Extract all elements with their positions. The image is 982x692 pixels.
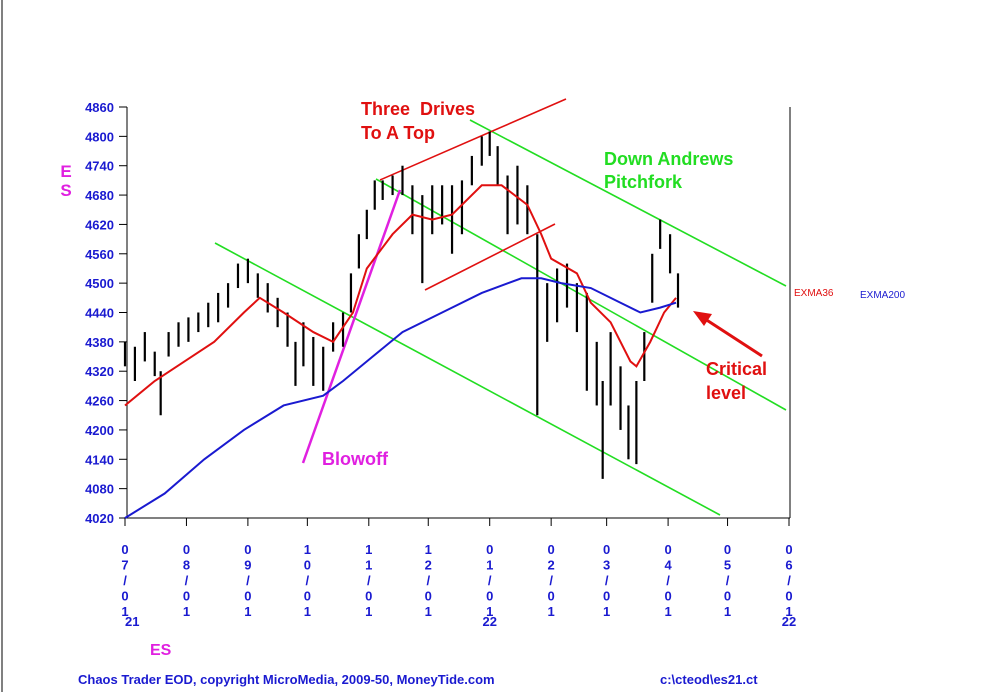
drives-lower [424, 223, 556, 291]
annotation: level [706, 383, 746, 403]
annotation: To A Top [361, 123, 435, 143]
y-tick-label: 4500 [85, 276, 114, 291]
x-tick-label: 11/01 [361, 542, 376, 620]
footer: Chaos Trader EOD, copyright MicroMedia, … [78, 672, 495, 687]
y-tick-label: 4140 [85, 452, 114, 467]
y-tick-label: 4680 [85, 188, 114, 203]
y-tick-label: 4740 [85, 159, 114, 174]
y-tick-label: 4860 [85, 100, 114, 115]
symbol-label: ES [150, 642, 172, 659]
annotation: Pitchfork [604, 172, 683, 192]
x-tick-label: 05/01 [720, 542, 735, 620]
blowoff-line [301, 189, 402, 464]
y-tick-label: 4020 [85, 511, 114, 526]
x-tick-label: 07/01 [118, 542, 133, 620]
legend-label: EXMA200 [860, 290, 905, 301]
x-tick-label: 06/01 [782, 542, 797, 620]
annotation: Three Drives [361, 99, 475, 119]
x-tick-label: 09/01 [240, 542, 255, 620]
arrow-head [693, 311, 712, 326]
file-path: c:\cteod\es21.ct [660, 672, 758, 687]
x-tick-label: 10/01 [300, 542, 315, 620]
x-tick-label: 03/01 [599, 542, 614, 620]
y-tick-label: 4080 [85, 482, 114, 497]
symbol-label: ES [57, 162, 76, 200]
x-tick-label: 02/01 [544, 542, 559, 620]
x-tick-label: 12/01 [421, 542, 436, 620]
y-tick-label: 4380 [85, 335, 114, 350]
year-label: 22 [782, 614, 796, 629]
ma-line [124, 184, 677, 407]
year-label: 22 [482, 614, 496, 629]
legend-label: EXMA36 [794, 288, 834, 299]
y-tick-label: 4800 [85, 129, 114, 144]
year-label: 21 [125, 614, 139, 629]
y-tick-label: 4620 [85, 217, 114, 232]
pitchfork-lower [214, 242, 721, 516]
y-tick-label: 4200 [85, 423, 114, 438]
x-tick-label: 08/01 [179, 542, 194, 620]
annotation: Blowoff [322, 449, 389, 469]
y-tick-label: 4260 [85, 394, 114, 409]
annotation: Critical [706, 359, 767, 379]
x-tick-label: 04/01 [661, 542, 676, 620]
arrow-shaft [701, 315, 763, 358]
drives-upper [379, 98, 567, 181]
y-tick-label: 4320 [85, 364, 114, 379]
y-tick-label: 4440 [85, 306, 114, 321]
annotation: Down Andrews [604, 149, 733, 169]
x-tick-label: 01/01 [482, 542, 497, 620]
y-tick-label: 4560 [85, 247, 114, 262]
ma-line [124, 277, 677, 519]
pitchfork-upper [469, 119, 787, 287]
